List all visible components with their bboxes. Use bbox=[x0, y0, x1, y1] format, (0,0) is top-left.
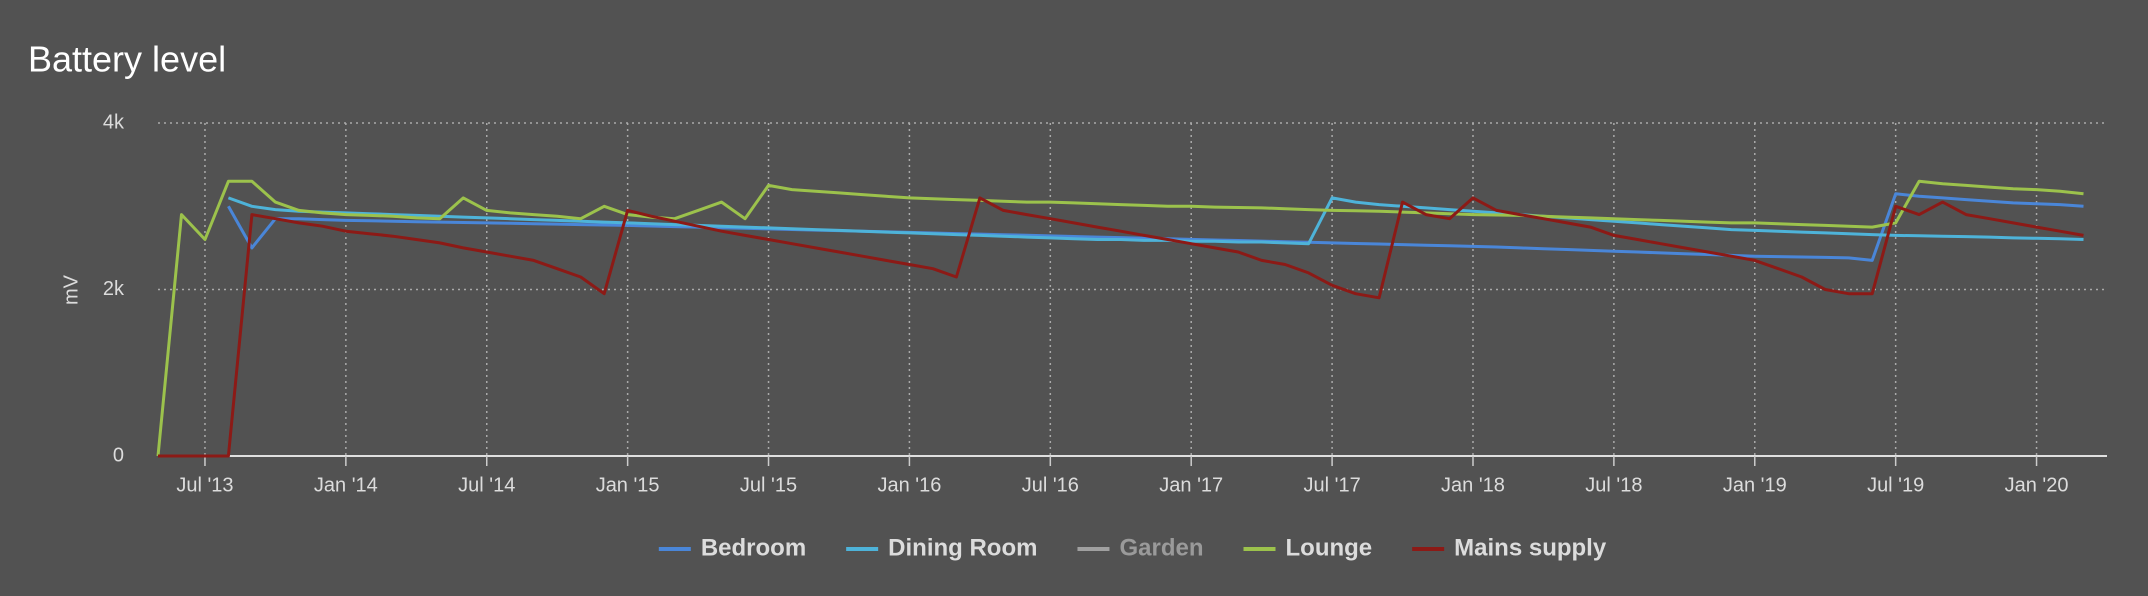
legend-label: Dining Room bbox=[888, 534, 1037, 561]
legend-item[interactable]: Garden bbox=[1077, 534, 1204, 561]
legend-label: Bedroom bbox=[701, 534, 806, 561]
x-tick-label: Jan '15 bbox=[596, 474, 660, 496]
series-line bbox=[227, 196, 2084, 246]
x-tick-label: Jul '16 bbox=[1022, 474, 1079, 496]
y-tick-label: 0 bbox=[113, 444, 124, 466]
legend: Bedroom Dining Room Garden Lounge Mains supp… bbox=[658, 534, 1607, 561]
x-tick-label: Jan '19 bbox=[1723, 474, 1787, 496]
legend-item[interactable]: Dining Room bbox=[846, 534, 1037, 561]
x-tick-label: Jul '18 bbox=[1585, 474, 1642, 496]
x-tick-label: Jul '15 bbox=[740, 474, 797, 496]
x-tick-label: Jul '19 bbox=[1867, 474, 1924, 496]
y-tick-label: 4k bbox=[103, 111, 125, 133]
series-line bbox=[158, 196, 2084, 458]
x-tick-label: Jul '17 bbox=[1304, 474, 1361, 496]
x-tick-label: Jul '13 bbox=[176, 474, 233, 496]
chart-title: Battery level bbox=[28, 39, 226, 80]
legend-item[interactable]: Lounge bbox=[1243, 534, 1373, 561]
legend-item[interactable]: Mains supply bbox=[1412, 534, 1607, 561]
legend-label: Garden bbox=[1119, 534, 1203, 561]
x-tick-label: Jan '17 bbox=[1159, 474, 1223, 496]
y-tick-label: 2k bbox=[103, 278, 125, 300]
x-tick-label: Jan '18 bbox=[1441, 474, 1505, 496]
y-axis-label: mV bbox=[60, 274, 82, 305]
x-tick-label: Jan '20 bbox=[2005, 474, 2069, 496]
x-tick-label: Jan '14 bbox=[314, 474, 378, 496]
legend-item[interactable]: Bedroom bbox=[658, 534, 806, 561]
legend-label: Mains supply bbox=[1454, 534, 1607, 561]
series-line bbox=[156, 179, 2084, 457]
legend-label: Lounge bbox=[1286, 534, 1373, 561]
x-tick-label: Jan '16 bbox=[877, 474, 941, 496]
x-tick-label: Jul '14 bbox=[458, 474, 515, 496]
